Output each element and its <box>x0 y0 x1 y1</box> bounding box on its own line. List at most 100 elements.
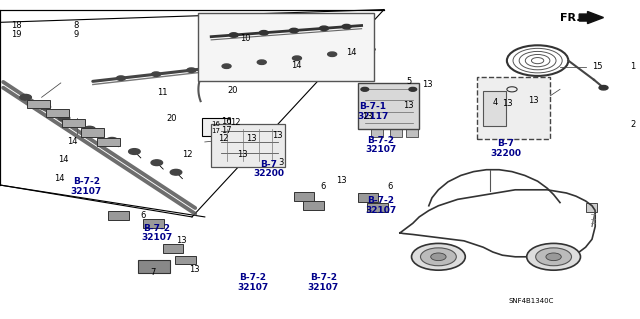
Text: 4: 4 <box>493 98 498 107</box>
Circle shape <box>170 169 182 175</box>
Circle shape <box>361 87 369 91</box>
Circle shape <box>536 248 572 266</box>
Bar <box>202 118 230 136</box>
Text: 20: 20 <box>166 114 177 122</box>
Text: 3: 3 <box>278 158 284 167</box>
Circle shape <box>257 60 266 64</box>
Bar <box>97 138 120 146</box>
Text: 12: 12 <box>218 134 228 143</box>
Bar <box>586 203 597 212</box>
Circle shape <box>116 76 125 80</box>
Bar <box>406 128 418 137</box>
Circle shape <box>152 72 161 77</box>
Text: 16
17: 16 17 <box>221 117 232 135</box>
Text: 14: 14 <box>67 137 77 146</box>
Bar <box>62 119 85 127</box>
Text: B-7
32200: B-7 32200 <box>490 139 521 158</box>
Circle shape <box>431 253 446 261</box>
Bar <box>211 124 285 167</box>
Text: 6: 6 <box>320 182 325 191</box>
Circle shape <box>106 137 118 143</box>
Circle shape <box>222 64 231 69</box>
Text: 13: 13 <box>422 80 433 89</box>
Circle shape <box>342 24 351 29</box>
Circle shape <box>319 26 328 31</box>
Text: SNF4B1340C: SNF4B1340C <box>509 299 554 304</box>
Text: 13: 13 <box>336 176 347 185</box>
Text: 14: 14 <box>291 61 301 70</box>
Circle shape <box>129 149 140 154</box>
Bar <box>108 211 129 220</box>
Text: B-7-2
32107: B-7-2 32107 <box>308 273 339 292</box>
Bar <box>483 91 506 126</box>
Text: 14: 14 <box>58 155 68 164</box>
Circle shape <box>328 52 337 56</box>
Bar <box>81 128 104 137</box>
Circle shape <box>599 85 608 90</box>
Bar <box>175 256 196 264</box>
Bar <box>143 219 164 228</box>
Text: 5: 5 <box>406 77 412 86</box>
Text: 13: 13 <box>362 112 372 121</box>
Bar <box>367 203 388 212</box>
Text: 6: 6 <box>387 182 392 191</box>
Text: 14: 14 <box>346 48 356 57</box>
Circle shape <box>229 33 238 37</box>
Circle shape <box>412 243 465 270</box>
Bar <box>303 201 324 210</box>
Text: B-7-2
32107: B-7-2 32107 <box>237 273 268 292</box>
Circle shape <box>409 87 417 91</box>
Bar <box>27 100 50 108</box>
Bar <box>358 193 378 202</box>
Text: 13: 13 <box>189 265 200 274</box>
Text: B-7-2
32107: B-7-2 32107 <box>71 177 102 196</box>
Circle shape <box>527 243 580 270</box>
Bar <box>294 192 314 201</box>
Bar <box>163 244 183 253</box>
Circle shape <box>151 160 163 166</box>
Text: 15: 15 <box>592 63 602 71</box>
Circle shape <box>546 253 561 261</box>
Text: 10: 10 <box>240 34 250 43</box>
Circle shape <box>84 126 95 132</box>
Text: 13: 13 <box>246 134 257 143</box>
Text: 6: 6 <box>141 211 146 220</box>
Text: B-7
32200: B-7 32200 <box>253 160 284 178</box>
Circle shape <box>289 28 298 33</box>
Text: B-7-2
32107: B-7-2 32107 <box>141 224 172 242</box>
Circle shape <box>58 115 70 121</box>
Circle shape <box>292 56 301 61</box>
Text: 8
9: 8 9 <box>74 21 79 39</box>
Bar <box>477 77 550 139</box>
Circle shape <box>20 94 31 100</box>
Text: 13: 13 <box>272 131 283 140</box>
Text: 13: 13 <box>502 99 513 108</box>
Text: B-7-1
32117: B-7-1 32117 <box>357 102 389 121</box>
Text: 13: 13 <box>528 96 539 105</box>
Circle shape <box>187 68 196 72</box>
Bar <box>358 83 419 129</box>
Circle shape <box>420 248 456 266</box>
Text: 11: 11 <box>157 88 167 97</box>
Bar <box>198 13 374 81</box>
Text: 1: 1 <box>630 63 636 71</box>
Text: 14: 14 <box>54 174 65 183</box>
Text: 13: 13 <box>403 101 414 110</box>
Bar <box>138 260 170 273</box>
Circle shape <box>39 104 51 110</box>
Text: B-7-2
32107: B-7-2 32107 <box>365 136 396 154</box>
Text: 20: 20 <box>227 86 237 95</box>
Text: 18
19: 18 19 <box>12 21 22 39</box>
Text: 7: 7 <box>150 268 156 277</box>
Text: 13: 13 <box>176 236 187 245</box>
Bar <box>371 128 383 137</box>
Bar <box>390 128 402 137</box>
Text: 12: 12 <box>182 150 193 159</box>
Bar <box>46 109 69 117</box>
Text: B-7-2
32107: B-7-2 32107 <box>365 197 396 215</box>
Text: 2: 2 <box>630 120 636 129</box>
Circle shape <box>259 31 268 35</box>
Text: 17: 17 <box>211 128 221 134</box>
Text: 16: 16 <box>211 121 221 127</box>
FancyArrow shape <box>579 11 604 24</box>
